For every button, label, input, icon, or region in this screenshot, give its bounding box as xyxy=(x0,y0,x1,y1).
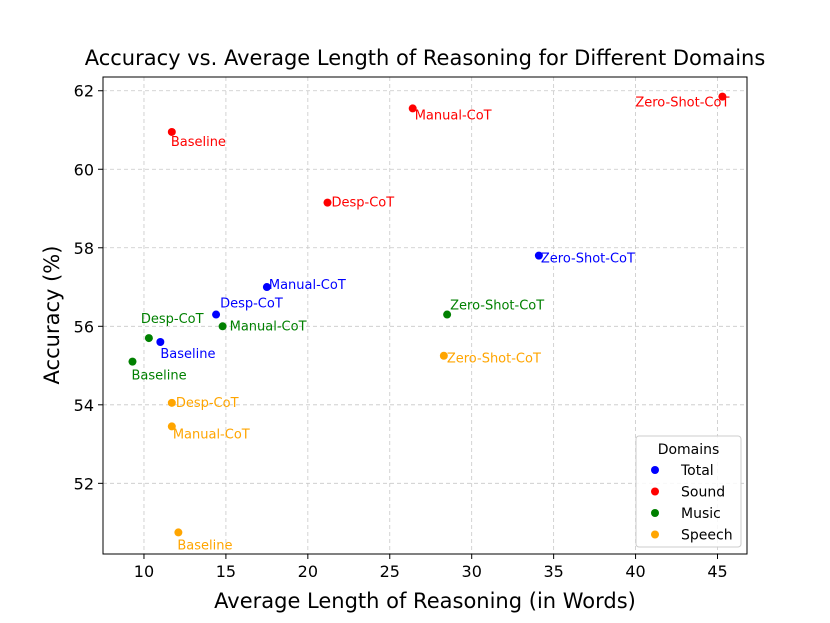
point-total-manual-cot xyxy=(262,283,271,292)
x-tick-label: 30 xyxy=(462,562,482,581)
y-axis-title: Accuracy (%) xyxy=(40,246,64,385)
x-tick-label: 20 xyxy=(298,562,318,581)
point-music-zero-shot-cot xyxy=(443,310,452,319)
legend-entry-music: Music xyxy=(681,506,721,522)
point-sound-manual-cot xyxy=(408,104,417,113)
x-axis-ticks: 10 15 20 25 30 35 40 45 xyxy=(134,554,728,581)
legend-entry-speech: Speech xyxy=(681,528,733,544)
legend-marker-speech xyxy=(651,530,659,539)
chart-title: Accuracy vs. Average Length of Reasoning… xyxy=(85,46,766,70)
y-tick-label: 54 xyxy=(74,396,94,415)
legend-box xyxy=(635,435,742,548)
x-tick-label: 10 xyxy=(134,562,154,581)
point-speech-manual-cot xyxy=(167,422,176,431)
grid-lines xyxy=(103,77,747,554)
label-speech-zero-shot-cot: Zero-Shot-CoT xyxy=(447,352,541,367)
data-labels: Baseline Desp-CoT Manual-CoT Zero-Shot-CoT B… xyxy=(131,96,729,554)
label-music-desp-cot: Desp-CoT xyxy=(141,312,204,327)
x-tick-label: 25 xyxy=(380,562,400,581)
legend-entry-total: Total xyxy=(680,463,714,479)
x-tick-label: 15 xyxy=(216,562,236,581)
x-tick-label: 45 xyxy=(707,562,727,581)
label-sound-baseline: Baseline xyxy=(171,135,226,150)
point-sound-desp-cot xyxy=(323,198,332,207)
label-speech-manual-cot: Manual-CoT xyxy=(173,427,250,442)
legend-marker-music xyxy=(651,509,659,517)
x-tick-label: 35 xyxy=(543,562,563,581)
y-tick-label: 58 xyxy=(74,239,94,258)
point-music-baseline xyxy=(128,357,137,366)
label-sound-zero-shot-cot: Zero-Shot-CoT xyxy=(635,96,729,111)
label-total-zero-shot-cot: Zero-Shot-CoT xyxy=(541,252,635,267)
y-tick-label: 52 xyxy=(74,474,94,493)
label-sound-manual-cot: Manual-CoT xyxy=(415,108,492,123)
x-tick-label: 40 xyxy=(625,562,645,581)
legend: Domains Total Sound Music Speech xyxy=(635,435,742,548)
label-music-zero-shot-cot: Zero-Shot-CoT xyxy=(450,299,544,314)
legend-marker-sound xyxy=(651,487,659,496)
label-total-baseline: Baseline xyxy=(160,347,215,362)
point-total-zero-shot-cot xyxy=(534,251,543,260)
point-total-baseline xyxy=(156,338,165,346)
point-sound-baseline xyxy=(167,127,176,136)
point-speech-desp-cot xyxy=(167,398,176,407)
label-music-manual-cot: Manual-CoT xyxy=(230,319,307,334)
legend-title: Domains xyxy=(658,442,720,458)
point-speech-baseline xyxy=(174,528,183,537)
label-music-baseline: Baseline xyxy=(131,369,186,384)
label-speech-baseline: Baseline xyxy=(177,538,232,553)
y-tick-label: 62 xyxy=(74,82,94,101)
data-points xyxy=(128,92,727,537)
point-music-desp-cot xyxy=(144,334,153,343)
x-axis-title: Average Length of Reasoning (in Words) xyxy=(214,589,636,613)
point-total-desp-cot xyxy=(212,310,221,319)
label-speech-desp-cot: Desp-CoT xyxy=(176,396,239,411)
legend-entry-sound: Sound xyxy=(681,485,725,501)
point-sound-zero-shot-cot xyxy=(718,92,727,101)
point-speech-zero-shot-cot xyxy=(439,351,448,360)
label-total-desp-cot: Desp-CoT xyxy=(220,297,283,312)
plot-frame xyxy=(102,76,748,555)
y-tick-label: 56 xyxy=(74,317,94,336)
y-tick-label: 60 xyxy=(74,160,94,179)
y-axis-ticks: 52 54 56 58 60 62 xyxy=(74,82,103,493)
point-music-manual-cot xyxy=(218,322,227,331)
legend-marker-total xyxy=(651,466,659,474)
label-total-manual-cot: Manual-CoT xyxy=(269,278,346,293)
label-sound-desp-cot: Desp-CoT xyxy=(331,196,394,211)
